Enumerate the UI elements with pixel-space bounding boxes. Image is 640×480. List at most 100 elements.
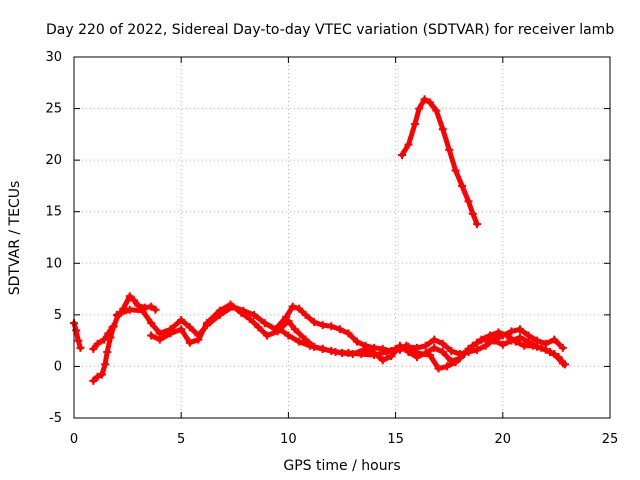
chart-title: Day 220 of 2022, Sidereal Day-to-day VTE… (46, 22, 614, 38)
data-point-marker (537, 343, 546, 352)
data-point-marker (378, 356, 387, 365)
data-point-marker (387, 352, 396, 361)
x-axis-title: GPS time / hours (283, 458, 400, 474)
data-point-marker (473, 345, 482, 354)
data-point-marker (438, 347, 447, 356)
data-point-marker (226, 300, 235, 309)
data-point-marker (288, 302, 297, 311)
data-point-marker (282, 312, 291, 321)
data-point-marker (185, 323, 194, 332)
data-point-marker (473, 220, 482, 229)
data-point-marker (490, 336, 499, 345)
data-point-marker (515, 325, 524, 334)
data-point-marker (550, 335, 559, 344)
data-point-marker (310, 318, 319, 327)
data-point-marker (301, 310, 310, 319)
data-point-marker (202, 319, 211, 328)
x-tick-label: 25 (602, 432, 619, 447)
grid-lines (74, 57, 610, 418)
data-point-marker (125, 292, 134, 301)
x-tick-label: 20 (495, 432, 512, 447)
data-point-marker (290, 325, 299, 334)
data-point-marker (284, 317, 293, 326)
data-point-marker (443, 362, 452, 371)
data-point-marker (151, 305, 160, 314)
data-point-marker (420, 95, 429, 104)
data-point-marker (177, 316, 186, 325)
data-point-marker (503, 331, 512, 340)
data-point-marker (93, 339, 102, 348)
data-point-marker (318, 321, 327, 330)
data-point-marker (415, 104, 424, 113)
data-point-marker (93, 372, 102, 381)
series-dip-rise (89, 292, 160, 385)
data-point-marker (481, 341, 490, 350)
data-point-marker (438, 125, 447, 134)
data-point-marker (560, 360, 569, 369)
data-point-marker (434, 364, 443, 373)
data-series (70, 95, 569, 385)
y-tick-label: 10 (45, 256, 62, 271)
y-tick-labels: -5 0 5 10 15 20 25 30 (45, 50, 62, 426)
data-point-marker (528, 341, 537, 350)
data-point-marker (507, 327, 516, 336)
data-point-marker (438, 339, 447, 348)
data-point-marker (353, 337, 362, 346)
data-point-marker (515, 333, 524, 342)
series-track (71, 320, 83, 351)
data-point-marker (327, 322, 336, 331)
data-point-marker (425, 98, 434, 107)
data-point-marker (250, 310, 259, 319)
data-point-marker (451, 358, 460, 367)
data-point-marker (554, 353, 563, 362)
data-point-marker (413, 349, 422, 358)
series-short-segment (89, 323, 117, 353)
data-point-marker (284, 331, 293, 340)
data-point-marker (468, 209, 477, 218)
data-point-marker (432, 106, 441, 115)
plot-frame (73, 56, 611, 419)
data-point-marker (215, 306, 224, 315)
data-point-marker (166, 329, 175, 338)
x-tick-label: 15 (387, 432, 404, 447)
data-point-marker (155, 335, 164, 344)
data-point-marker (194, 335, 203, 344)
data-point-marker (421, 341, 430, 350)
series-band-c (275, 325, 569, 373)
y-tick-label: 20 (45, 153, 62, 168)
data-point-marker (357, 350, 366, 359)
data-point-marker (404, 140, 413, 149)
data-point-marker (545, 347, 554, 356)
data-point-marker (447, 346, 456, 355)
data-point-marker (275, 325, 284, 334)
data-point-marker (89, 344, 98, 353)
data-point-marker (558, 343, 567, 352)
data-point-marker (494, 328, 503, 337)
data-point-marker (138, 306, 147, 315)
data-point-marker (318, 344, 327, 353)
data-point-marker (445, 145, 454, 154)
data-point-marker (101, 360, 110, 369)
data-point-marker (76, 343, 85, 352)
y-tick-label: 5 (54, 308, 62, 323)
data-point-marker (237, 308, 246, 317)
series-track (148, 302, 566, 366)
data-point-marker (370, 351, 379, 360)
data-point-marker (100, 335, 109, 344)
x-tick-label: 10 (280, 432, 297, 447)
data-point-marker (125, 305, 134, 314)
data-point-marker (511, 337, 520, 346)
data-point-marker (335, 325, 344, 334)
data-point-marker (430, 335, 439, 344)
series-track (399, 96, 480, 227)
data-point-marker (460, 350, 469, 359)
data-point-marker (477, 335, 486, 344)
data-point-marker (498, 340, 507, 349)
data-point-marker (425, 351, 434, 360)
data-point-marker (520, 341, 529, 350)
data-point-marker (485, 331, 494, 340)
y-tick-label: 15 (45, 205, 62, 220)
data-point-marker (398, 150, 407, 159)
